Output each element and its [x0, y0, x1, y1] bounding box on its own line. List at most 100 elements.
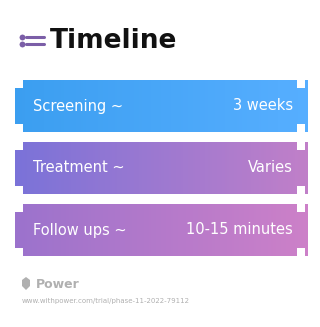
Bar: [56, 80, 59, 132]
Bar: [169, 80, 172, 132]
Bar: [212, 142, 215, 194]
Bar: [259, 204, 262, 256]
Bar: [198, 80, 201, 132]
Bar: [166, 204, 169, 256]
Bar: [61, 204, 64, 256]
Bar: [54, 204, 57, 256]
Bar: [134, 80, 137, 132]
Bar: [285, 204, 288, 256]
Bar: [74, 204, 76, 256]
Bar: [68, 80, 72, 132]
Bar: [293, 80, 296, 132]
Bar: [254, 80, 257, 132]
Bar: [149, 80, 152, 132]
Bar: [176, 80, 179, 132]
Bar: [132, 80, 135, 132]
Bar: [147, 204, 149, 256]
Bar: [264, 142, 267, 194]
Bar: [232, 80, 235, 132]
Bar: [17, 142, 20, 194]
Bar: [200, 80, 203, 132]
Bar: [120, 80, 123, 132]
Bar: [183, 142, 186, 194]
Bar: [169, 204, 172, 256]
Bar: [234, 80, 237, 132]
Bar: [144, 80, 147, 132]
Bar: [268, 142, 271, 194]
Bar: [117, 80, 120, 132]
Bar: [278, 204, 281, 256]
Bar: [271, 204, 274, 256]
Bar: [242, 80, 244, 132]
Bar: [183, 204, 186, 256]
Bar: [215, 80, 218, 132]
Bar: [71, 80, 74, 132]
Bar: [297, 186, 305, 194]
Bar: [100, 80, 103, 132]
Bar: [186, 80, 188, 132]
Bar: [164, 80, 167, 132]
Bar: [130, 80, 132, 132]
Bar: [222, 142, 225, 194]
Bar: [173, 142, 176, 194]
Bar: [98, 142, 101, 194]
Bar: [188, 204, 191, 256]
Bar: [256, 80, 259, 132]
Bar: [227, 142, 230, 194]
Bar: [27, 142, 30, 194]
Bar: [68, 204, 72, 256]
Bar: [115, 142, 118, 194]
Bar: [244, 204, 247, 256]
Bar: [246, 204, 249, 256]
Bar: [268, 80, 271, 132]
Bar: [103, 80, 106, 132]
Bar: [169, 142, 172, 194]
Bar: [254, 142, 257, 194]
Bar: [188, 80, 191, 132]
Bar: [54, 142, 57, 194]
Bar: [64, 80, 67, 132]
Bar: [217, 80, 220, 132]
Bar: [59, 80, 62, 132]
Wedge shape: [15, 142, 23, 150]
Bar: [86, 142, 89, 194]
Bar: [22, 204, 25, 256]
Bar: [281, 204, 284, 256]
Bar: [190, 204, 193, 256]
Bar: [171, 204, 174, 256]
Bar: [217, 204, 220, 256]
Bar: [25, 204, 28, 256]
Bar: [266, 204, 269, 256]
Bar: [125, 80, 128, 132]
Bar: [15, 80, 18, 132]
Bar: [103, 142, 106, 194]
Bar: [56, 142, 59, 194]
Bar: [237, 204, 240, 256]
Text: Power: Power: [36, 279, 80, 291]
Bar: [30, 204, 33, 256]
Bar: [93, 142, 96, 194]
Bar: [20, 142, 23, 194]
Bar: [37, 142, 40, 194]
Bar: [108, 142, 110, 194]
Bar: [108, 80, 110, 132]
Bar: [120, 142, 123, 194]
Bar: [76, 204, 79, 256]
Bar: [130, 142, 132, 194]
Bar: [81, 204, 84, 256]
Bar: [210, 80, 213, 132]
Bar: [134, 142, 137, 194]
Bar: [144, 204, 147, 256]
Bar: [239, 80, 242, 132]
Bar: [278, 80, 281, 132]
Bar: [44, 204, 47, 256]
Wedge shape: [297, 248, 305, 256]
Bar: [30, 80, 33, 132]
Bar: [171, 80, 174, 132]
Wedge shape: [15, 248, 23, 256]
Bar: [297, 248, 305, 256]
Bar: [295, 80, 298, 132]
Bar: [132, 204, 135, 256]
Bar: [297, 142, 305, 150]
Bar: [225, 80, 228, 132]
